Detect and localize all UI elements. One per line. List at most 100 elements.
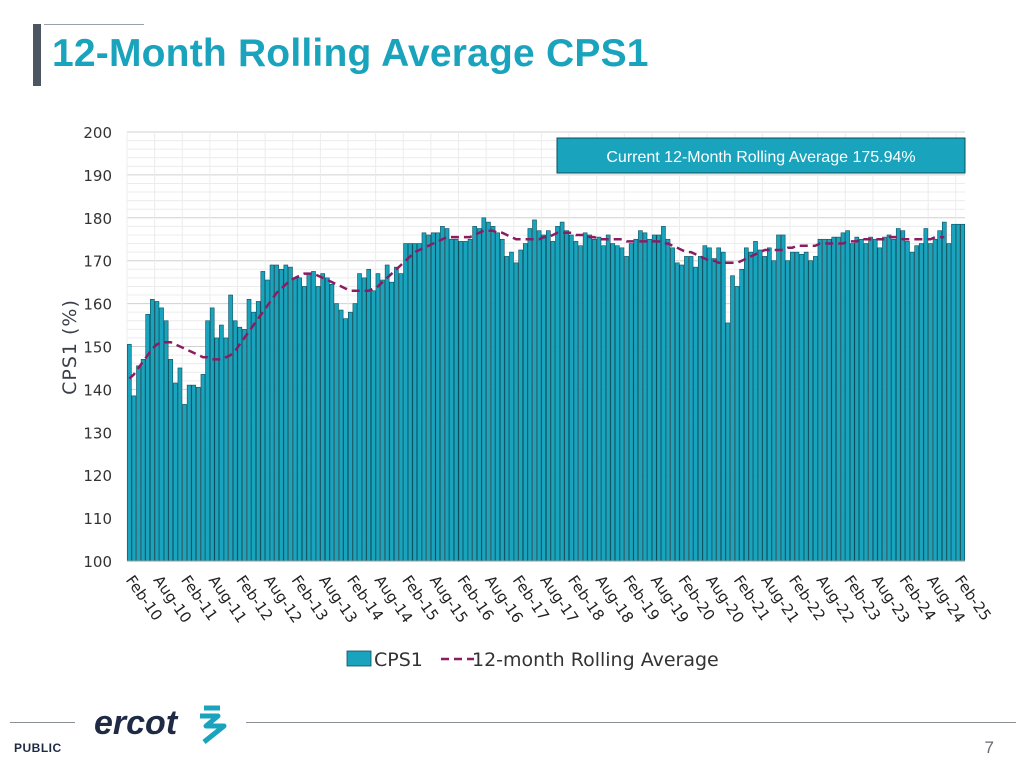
bar-cps1 — [403, 243, 408, 562]
bar-cps1 — [458, 241, 464, 562]
bar-cps1 — [661, 226, 666, 562]
bar-cps1 — [679, 264, 685, 562]
bar-cps1 — [352, 303, 358, 562]
title-accent-bar — [33, 24, 41, 86]
bar-cps1 — [435, 232, 441, 562]
bar-cps1 — [301, 286, 307, 562]
bar-cps1 — [605, 234, 611, 562]
bar-cps1 — [476, 228, 482, 562]
bar-cps1 — [196, 386, 201, 562]
bar-cps1 — [486, 221, 491, 562]
bar-cps1 — [573, 241, 579, 562]
bar-cps1 — [426, 234, 431, 562]
bar-cps1 — [329, 283, 335, 562]
bar-cps1 — [882, 236, 887, 562]
bar-cps1 — [481, 217, 487, 562]
bar-cps1 — [246, 299, 252, 562]
bar-cps1 — [421, 232, 427, 562]
bar-cps1 — [274, 264, 279, 562]
bar-cps1 — [430, 232, 436, 562]
bar-cps1 — [324, 277, 330, 562]
bar-cps1 — [315, 286, 321, 562]
bar-cps1 — [872, 238, 878, 562]
footer-divider-right — [246, 722, 1016, 723]
bar-cps1 — [596, 236, 602, 562]
bar-cps1 — [771, 260, 777, 562]
bar-cps1 — [159, 307, 164, 562]
classification-label: PUBLIC — [14, 741, 62, 755]
bar-cps1 — [578, 245, 583, 562]
bar-cps1 — [638, 230, 643, 562]
bar-cps1 — [357, 273, 362, 562]
bar-cps1 — [831, 236, 837, 562]
bar-cps1 — [532, 219, 537, 562]
bar-cps1 — [389, 281, 395, 562]
bar-cps1 — [776, 234, 781, 562]
bar-cps1 — [343, 318, 349, 562]
bar-cps1 — [150, 299, 155, 562]
bar-cps1 — [711, 258, 717, 562]
bar-cps1 — [407, 243, 413, 562]
bar-cps1 — [720, 251, 726, 562]
bar-cps1 — [463, 241, 468, 562]
bar-cps1 — [550, 241, 556, 562]
bar-cps1 — [674, 262, 680, 562]
bar-cps1 — [214, 337, 220, 562]
bar-cps1 — [513, 262, 519, 562]
bar-cps1 — [753, 241, 758, 562]
ercot-logo: ercot — [94, 704, 227, 744]
y-tick-label: 100 — [83, 553, 112, 571]
bar-cps1 — [242, 329, 247, 562]
bar-cps1 — [453, 238, 459, 562]
bar-cps1 — [394, 266, 399, 562]
bar-cps1 — [177, 367, 183, 562]
bar-cps1 — [900, 230, 906, 562]
bar-cps1 — [707, 247, 712, 562]
bar-cps1 — [960, 223, 966, 562]
title-top-rule — [44, 24, 144, 25]
bar-cps1 — [859, 238, 864, 562]
bar-cps1 — [467, 238, 473, 562]
bar-cps1 — [863, 243, 869, 562]
y-tick-label: 130 — [83, 424, 112, 442]
bar-cps1 — [495, 232, 500, 562]
bar-cps1 — [702, 245, 708, 562]
y-tick-label: 180 — [83, 210, 112, 228]
bar-cps1 — [518, 249, 523, 562]
bar-cps1 — [292, 277, 298, 562]
bar-cps1 — [670, 247, 675, 562]
bar-cps1 — [923, 228, 929, 562]
page-number: 7 — [984, 738, 994, 757]
bar-cps1 — [868, 236, 873, 562]
bar-cps1 — [499, 238, 505, 562]
bar-cps1 — [564, 230, 570, 562]
bar-cps1 — [817, 238, 823, 562]
y-tick-label: 190 — [83, 167, 112, 185]
bar-cps1 — [251, 311, 256, 562]
bar-cps1 — [610, 243, 616, 562]
bar-cps1 — [375, 273, 381, 562]
svg-text:ercot: ercot — [94, 704, 179, 742]
bar-cps1 — [601, 245, 606, 562]
bar-cps1 — [490, 226, 496, 562]
bar-cps1 — [168, 359, 174, 562]
bar-cps1 — [582, 232, 588, 562]
bar-cps1 — [504, 256, 510, 562]
bar-cps1 — [265, 279, 270, 562]
bar-cps1 — [748, 251, 754, 562]
bar-cps1 — [799, 253, 804, 562]
bar-cps1 — [412, 243, 418, 562]
bar-cps1 — [191, 384, 197, 562]
bar-cps1 — [895, 228, 901, 562]
bar-cps1 — [536, 230, 542, 562]
bar-cps1 — [734, 286, 740, 562]
bar-cps1 — [716, 247, 721, 562]
bar-cps1 — [794, 251, 800, 562]
bar-cps1 — [790, 251, 795, 562]
bar-cps1 — [306, 273, 312, 562]
bar-cps1 — [633, 238, 639, 562]
bar-cps1 — [182, 404, 187, 562]
bar-cps1 — [891, 238, 896, 562]
bar-cps1 — [808, 260, 814, 562]
bar-cps1 — [223, 337, 229, 562]
